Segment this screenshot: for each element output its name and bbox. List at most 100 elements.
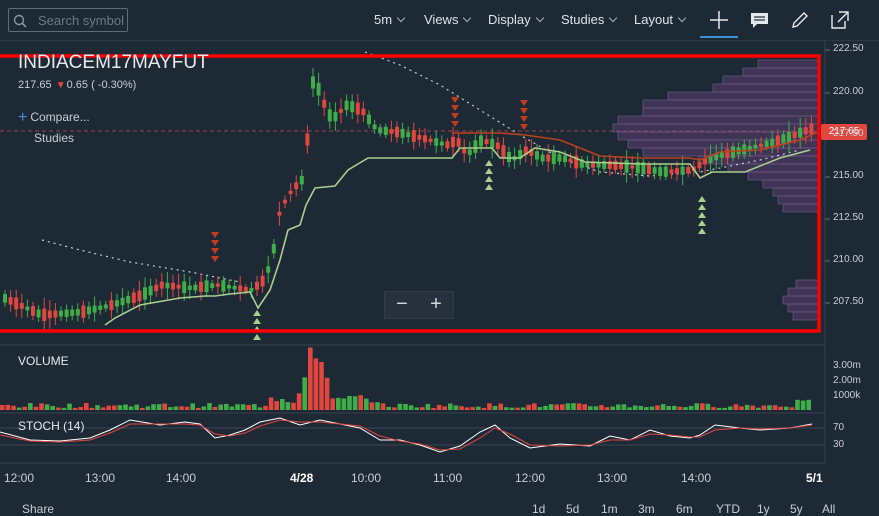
- sell-signal-icon: [520, 100, 528, 106]
- layout-menu[interactable]: Layout: [634, 12, 687, 27]
- volume-bar: [140, 407, 145, 410]
- search-box[interactable]: Search symbol: [8, 8, 128, 32]
- volume-bar: [739, 406, 744, 410]
- volume-bar: [313, 358, 319, 410]
- volume-bar: [257, 407, 263, 410]
- candle-body: [759, 143, 763, 147]
- candle-body: [775, 135, 780, 147]
- volume-bar: [324, 377, 330, 410]
- candle-body: [255, 281, 259, 290]
- volume-bar: [123, 404, 128, 410]
- volume-bar: [386, 406, 391, 410]
- volume-bar: [470, 407, 475, 410]
- volume-bar: [677, 406, 683, 410]
- candle-body: [557, 154, 562, 162]
- volume-profile-bar: [747, 171, 819, 181]
- candle-body: [64, 309, 69, 317]
- stoch-tick-label: 30: [833, 439, 845, 450]
- candle-body: [305, 133, 310, 146]
- candle-body: [809, 123, 814, 135]
- volume-bar: [576, 403, 582, 410]
- volume-bar: [162, 403, 167, 410]
- volume-bar: [772, 405, 778, 410]
- time-tick-label: 13:00: [597, 471, 628, 485]
- candle-body: [59, 310, 63, 317]
- search-input[interactable]: Search symbol: [38, 13, 124, 28]
- volume-bar: [520, 407, 526, 410]
- range-button[interactable]: 5y: [790, 502, 803, 516]
- candle-body: [311, 76, 315, 89]
- volume-bar: [319, 361, 324, 410]
- candle-body: [579, 159, 584, 168]
- range-button[interactable]: 6m: [676, 502, 693, 516]
- volume-bar: [672, 405, 677, 410]
- buy-signal-icon: [485, 168, 493, 174]
- range-button[interactable]: 1y: [757, 502, 770, 516]
- candle-body: [495, 142, 500, 150]
- volume-bar: [224, 403, 229, 410]
- range-button[interactable]: 5d: [566, 502, 580, 516]
- share-link[interactable]: Share: [22, 502, 55, 516]
- candle-body: [8, 297, 13, 305]
- sell-signal-icon: [451, 105, 459, 111]
- volume-bar: [89, 407, 95, 410]
- candle-body: [283, 199, 287, 204]
- studies-menu[interactable]: Studies: [561, 12, 618, 27]
- candles: [3, 68, 814, 332]
- range-button[interactable]: YTD: [716, 502, 740, 516]
- candle-body: [316, 82, 321, 96]
- volume-bar: [638, 405, 643, 410]
- volume-bar: [184, 406, 190, 410]
- volume-bar: [392, 407, 397, 410]
- candle-body: [428, 138, 433, 143]
- zoom-out-button[interactable]: −: [396, 293, 408, 315]
- volume-bar: [268, 397, 274, 410]
- compare-button[interactable]: + Compare...: [18, 108, 90, 126]
- candle-body: [361, 108, 366, 116]
- volume-bar: [330, 398, 335, 410]
- display-menu[interactable]: Display: [488, 12, 544, 27]
- candle-body: [467, 149, 472, 155]
- price-change: 0.65: [66, 79, 89, 91]
- crosshair-button[interactable]: [700, 9, 738, 38]
- candle-body: [243, 286, 248, 292]
- sell-signal-icon: [520, 108, 528, 114]
- comment-button[interactable]: [749, 9, 771, 31]
- candle-body: [456, 138, 461, 147]
- volume-bar: [218, 404, 223, 410]
- candle-body: [260, 275, 265, 287]
- candle-body: [120, 297, 125, 306]
- volume-bar: [229, 406, 235, 410]
- zoom-in-button[interactable]: +: [430, 293, 442, 315]
- volume-bar: [156, 404, 162, 410]
- candle-body: [764, 140, 769, 147]
- sell-signal-icon: [211, 232, 219, 238]
- stoch-tick-label: 70: [833, 422, 845, 433]
- time-tick-label: 4/28: [290, 471, 314, 485]
- candle-body: [686, 166, 691, 174]
- volume-bar: [778, 406, 783, 410]
- volume-label: VOLUME: [18, 354, 69, 368]
- views-menu[interactable]: Views: [424, 12, 472, 27]
- volume-bar: [492, 405, 498, 410]
- range-button[interactable]: All: [822, 502, 836, 516]
- draw-button[interactable]: [789, 9, 811, 31]
- down-arrow-icon: ▼: [55, 80, 66, 91]
- range-button[interactable]: 1m: [601, 502, 618, 516]
- volume-bar: [84, 403, 89, 410]
- candle-body: [137, 290, 142, 302]
- candle-body: [14, 297, 19, 310]
- studies-legend[interactable]: Studies: [34, 131, 75, 145]
- range-button[interactable]: 1d: [532, 502, 546, 516]
- volume-bar: [582, 404, 587, 410]
- candle-body: [406, 132, 411, 138]
- share-button[interactable]: [829, 9, 851, 31]
- time-tick-label: 11:00: [433, 471, 463, 485]
- signal-arrows: [211, 97, 706, 340]
- support-line: [104, 147, 811, 326]
- price-tick-label: 220.00: [833, 86, 864, 97]
- range-button[interactable]: 3m: [638, 502, 655, 516]
- interval-dropdown[interactable]: 5m: [374, 12, 406, 27]
- candle-body: [619, 162, 623, 169]
